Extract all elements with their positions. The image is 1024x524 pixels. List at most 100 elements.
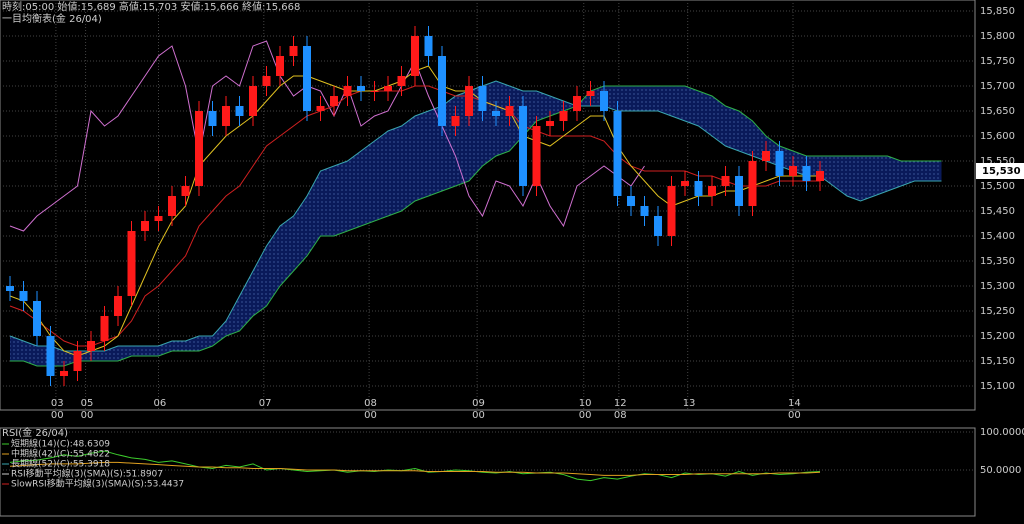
y-tick-label: 15,650 [980,106,1015,117]
candle-body [46,336,55,376]
candle-body [492,111,500,116]
cloud-fill [10,81,942,366]
x-tick-label: 09 [472,398,485,409]
x-tick-label: 13 [683,398,696,409]
candle-body [6,286,14,291]
candle-body [33,301,41,336]
candle-body [141,221,149,231]
candle-body [721,176,730,186]
candle-body [208,111,217,126]
y-tick-label: 15,300 [980,281,1015,292]
legend-entry: 短期線(14)(C):48.6309 [11,438,110,450]
candle-body [762,151,770,161]
legend-entry: 長期線(52)(C):55.3918 [11,458,110,470]
x-tick-label: 14 [788,398,801,409]
rsi-frame [0,427,976,517]
candle-body [505,106,514,116]
candle-body [100,316,109,341]
candle-body [748,161,757,206]
candle-body [573,96,581,111]
candle-body [775,151,784,176]
candle-body [654,216,662,236]
y-tick-label: 15,150 [980,356,1015,367]
candle-body [816,171,824,181]
y-tick-label: 15,450 [980,206,1015,217]
x-tick-label: 08 [364,398,377,409]
candle-body [667,186,676,236]
candle-body [357,86,365,91]
candle-body [343,86,352,96]
rsi-line [9,450,821,482]
y-tick-label: 15,600 [980,131,1015,142]
candle-body [789,166,797,176]
candle-body [114,296,122,316]
candle-body [735,176,743,206]
candle-body [519,106,527,186]
candle-body [613,111,622,196]
y-tick-label: 15,700 [980,81,1015,92]
candle-body [600,91,608,111]
price-tag: 15,530 [982,166,1021,177]
y-tick-label: 100.0000 [980,427,1024,438]
candle-body [465,86,473,116]
candle-body [384,86,392,91]
x-tick-label: 10 [579,398,592,409]
x-tick-sublabel: 00 [579,410,592,421]
candle-body [222,106,230,126]
y-tick-label: 15,800 [980,31,1015,42]
candle-body [60,371,68,376]
candle-body [181,186,190,196]
y-tick-label: 50.0000 [980,465,1021,476]
candle-body [694,181,703,196]
candle-body [438,56,446,126]
price-tag-bg [976,163,1024,179]
candle-body [19,291,28,301]
candle-body [451,116,460,126]
x-tick-sublabel: 00 [364,410,377,421]
y-tick-label: 15,850 [980,6,1015,17]
indicator-line [10,85,942,367]
main-frame [0,0,976,411]
x-tick-sublabel: 00 [472,410,485,421]
candle-body [249,86,257,116]
candle-body [397,76,406,86]
candle-body [262,76,271,86]
candle-body [532,126,541,186]
x-tick-sublabel: 00 [51,410,64,421]
rsi-title: RSI(金 26/04) [2,426,68,439]
candle-body [168,196,176,216]
candle-body [546,121,554,126]
candle-body [73,351,82,371]
y-tick-label: 15,400 [980,231,1015,242]
legend-entry: SlowRSI移動平均線(3)(SMA)(S):53.4437 [11,478,184,490]
candle-body [411,36,419,76]
x-tick-label: 07 [259,398,272,409]
y-tick-label: 15,350 [980,256,1015,267]
y-tick-label: 15,500 [980,181,1015,192]
candle-body [127,231,136,296]
y-tick-label: 15,550 [980,156,1015,167]
y-tick-label: 15,750 [980,56,1015,67]
candle-body [559,111,568,121]
candle-body [627,196,635,206]
candle-body [330,96,338,106]
candle-body [478,86,487,111]
x-tick-label: 03 [51,398,64,409]
candle-body [802,166,811,181]
y-tick-label: 15,100 [980,381,1015,392]
candle-body [316,106,325,111]
candle-body [154,216,163,221]
x-tick-label: 05 [81,398,94,409]
candle-body [681,181,689,186]
candle-body [370,91,379,92]
indicator-line [9,80,942,352]
candle-body [87,341,95,351]
rsi-line [9,461,821,476]
candle-body [424,36,433,56]
x-tick-sublabel: 00 [788,410,801,421]
header-info: 時刻:05:00 始値:15,689 高値:15,703 安値:15,666 終… [2,0,300,13]
candle-body [303,46,311,111]
candle-body [289,46,298,56]
